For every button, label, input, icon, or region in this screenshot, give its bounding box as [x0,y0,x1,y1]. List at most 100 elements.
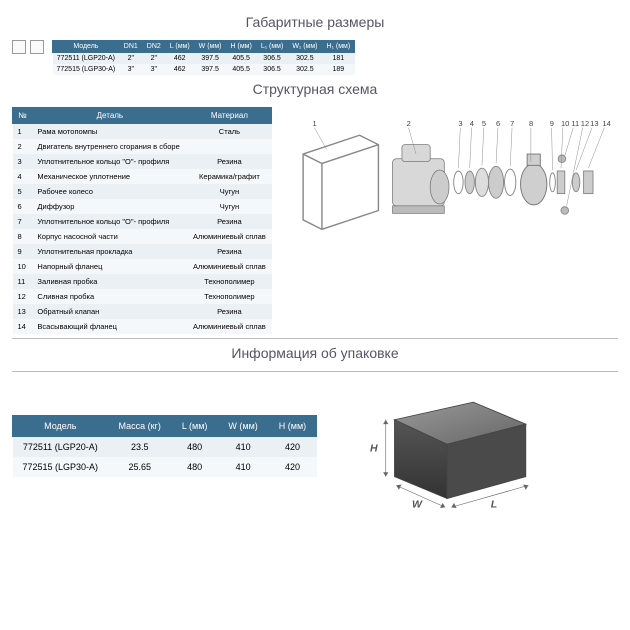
table-cell: 3" [119,64,142,75]
table-header: DN2 [142,41,165,53]
table-cell: Керамика/графит [187,169,271,184]
table-header: Материал [187,108,271,124]
table-cell: Резина [187,154,271,169]
table-cell: 397.5 [194,53,226,65]
table-cell: 480 [171,437,218,458]
table-cell: 6 [13,199,33,214]
table-cell: Технополимер [187,274,271,289]
table-cell: Чугун [187,199,271,214]
section-title-pack: Информация об упаковке [12,345,618,361]
callout-number: 10 [561,119,569,128]
table-header: H (мм) [268,416,316,437]
bom-table: №ДетальМатериал 1Рама мотопомпыСталь2Дви… [12,107,272,334]
callout-number: 2 [407,119,411,128]
table-row: 5Рабочее колесоЧугун [13,184,272,199]
table-row: 8Корпус насосной частиАлюминиевый сплав [13,229,272,244]
table-cell: Резина [187,244,271,259]
table-cell: Всасывающий фланец [32,319,187,334]
table-row: 10Напорный фланецАлюминиевый сплав [13,259,272,274]
table-row: 12Сливная пробкаТехнополимер [13,289,272,304]
table-cell: 2" [119,53,142,65]
table-row: 13Обратный клапанРезина [13,304,272,319]
table-cell: 181 [322,53,355,65]
callout-number: 4 [470,119,474,128]
callout-number: 8 [529,119,533,128]
dimensions-table: МодельDN1DN2L (мм)W (мм)H (мм)L₁ (мм)W₁ … [52,40,355,75]
callout-number: 3 [458,119,462,128]
table-cell: Уплотнительная прокладка [32,244,187,259]
table-header: Масса (кг) [108,416,171,437]
table-cell: 405.5 [226,53,256,65]
dimension-drawings: DN2 DN1 L1 L H [12,40,44,75]
table-cell: Напорный фланец [32,259,187,274]
callout-number: 7 [510,119,514,128]
table-cell: Корпус насосной части [32,229,187,244]
table-row: 772515 (LGP30-A)3"3"462397.5405.5306.530… [53,64,355,75]
table-row: 7Уплотнительное кольцо "O"- профиляРезин… [13,214,272,229]
table-cell: 302.5 [288,64,322,75]
table-row: 2Двигатель внутреннего сгорания в сборе [13,139,272,154]
callout-number: 5 [482,119,486,128]
callout-number: 13 [590,119,598,128]
svg-text:H: H [370,442,378,454]
table-cell: 3" [142,64,165,75]
table-cell: 772511 (LGP20-A) [13,437,109,458]
table-header: L (мм) [171,416,218,437]
table-cell: 397.5 [194,64,226,75]
table-cell: Заливная пробка [32,274,187,289]
table-cell: 462 [165,53,194,65]
section-title-dims: Габаритные размеры [12,14,618,30]
table-header: Модель [13,416,109,437]
table-cell: Алюминиевый сплав [187,259,271,274]
svg-text:W: W [412,498,423,510]
table-cell: 3 [13,154,33,169]
table-header: L (мм) [165,41,194,53]
table-cell: Механическое уплотнение [32,169,187,184]
table-cell: 189 [322,64,355,75]
table-cell: 13 [13,304,33,319]
table-cell: 23.5 [108,437,171,458]
table-header: № [13,108,33,124]
table-cell: Диффузор [32,199,187,214]
table-cell: 8 [13,229,33,244]
table-cell: Алюминиевый сплав [187,229,271,244]
table-cell: 2 [13,139,33,154]
table-cell: 410 [218,457,268,477]
table-header: H (мм) [226,41,256,53]
table-cell: 7 [13,214,33,229]
table-cell: Уплотнительное кольцо "O"- профиля [32,154,187,169]
table-row: 6ДиффузорЧугун [13,199,272,214]
table-cell: Резина [187,214,271,229]
table-header: W (мм) [218,416,268,437]
table-cell: 405.5 [226,64,256,75]
table-cell: Резина [187,304,271,319]
table-header: W₁ (мм) [288,41,322,53]
table-row: 4Механическое уплотнениеКерамика/графит [13,169,272,184]
table-cell: 306.5 [256,64,288,75]
table-cell: 12 [13,289,33,304]
table-cell: 480 [171,457,218,477]
table-cell: Технополимер [187,289,271,304]
table-row: 772511 (LGP20-A)23.5480410420 [13,437,317,458]
table-cell: Обратный клапан [32,304,187,319]
table-cell: Двигатель внутреннего сгорания в сборе [32,139,187,154]
callout-number: 11 [571,119,579,128]
table-header: W (мм) [194,41,226,53]
table-cell: 2" [142,53,165,65]
table-cell: 772515 (LGP30-A) [13,457,109,477]
table-row: 3Уплотнительное кольцо "O"- профиляРезин… [13,154,272,169]
table-cell: 14 [13,319,33,334]
table-cell: 10 [13,259,33,274]
table-cell: 772515 (LGP30-A) [53,64,120,75]
table-cell: 5 [13,184,33,199]
table-cell: 772511 (LGP20-A) [53,53,120,65]
table-cell: 11 [13,274,33,289]
table-cell: 302.5 [288,53,322,65]
table-cell [187,139,271,154]
table-row: 772511 (LGP20-A)2"2"462397.5405.5306.530… [53,53,355,65]
table-cell: 420 [268,457,316,477]
table-cell: 410 [218,437,268,458]
table-cell: 25.65 [108,457,171,477]
table-header: Деталь [32,108,187,124]
table-header: H₁ (мм) [322,41,355,53]
